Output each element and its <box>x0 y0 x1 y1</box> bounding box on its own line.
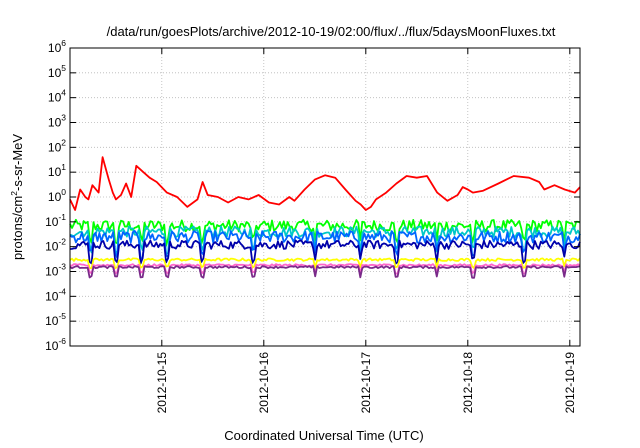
y-tick-label: 10-1 <box>45 212 66 229</box>
y-tick-label: 10-3 <box>45 262 66 279</box>
y-tick-label: 104 <box>48 88 66 105</box>
y-tick-label: 10-6 <box>45 336 66 353</box>
x-axis-label: Coordinated Universal Time (UTC) <box>224 428 423 443</box>
y-tick-label: 101 <box>48 162 66 179</box>
series-group <box>69 156 581 279</box>
y-tick-label: 106 <box>48 38 66 55</box>
y-tick-label: 10-4 <box>45 286 66 303</box>
x-tick-label: 2012-10-16 <box>257 352 271 414</box>
x-tick-label: 2012-10-15 <box>155 352 169 414</box>
x-tick-label: 2012-10-19 <box>563 352 577 414</box>
x-axis: 2012-10-15 2012-10-16 2012-10-17 2012-10-18… <box>155 48 577 413</box>
grid <box>70 48 580 346</box>
y-tick-label: 10-2 <box>45 237 66 254</box>
x-tick-label: 2012-10-17 <box>359 352 373 414</box>
y-tick-label: 105 <box>48 63 66 80</box>
series-line <box>69 229 581 261</box>
y-tick-label: 102 <box>48 137 66 154</box>
x-tick-label: 2012-10-18 <box>461 352 475 414</box>
y-axis-label-sup: 2 <box>9 191 19 196</box>
series-line <box>69 263 581 275</box>
y-tick-label: 100 <box>48 187 66 204</box>
series-line <box>69 225 581 255</box>
series-line <box>69 239 581 265</box>
y-tick-label: 103 <box>48 113 66 130</box>
y-axis-label: protons/cm2-s-sr-MeV <box>9 134 25 260</box>
series-line <box>69 265 581 279</box>
series-line <box>69 156 581 211</box>
y-axis: 106 105 104 103 102 101 100 10-1 10-2 10-3 10-4 10-… <box>45 38 580 353</box>
y-axis-label-base: protons/cm <box>10 196 25 260</box>
chart-title: /data/run/goesPlots/archive/2012-10-19/0… <box>107 24 556 39</box>
y-tick-label: 10-5 <box>45 311 66 328</box>
series-line <box>69 257 581 270</box>
y-axis-label-rest: -s-sr-MeV <box>10 134 25 191</box>
